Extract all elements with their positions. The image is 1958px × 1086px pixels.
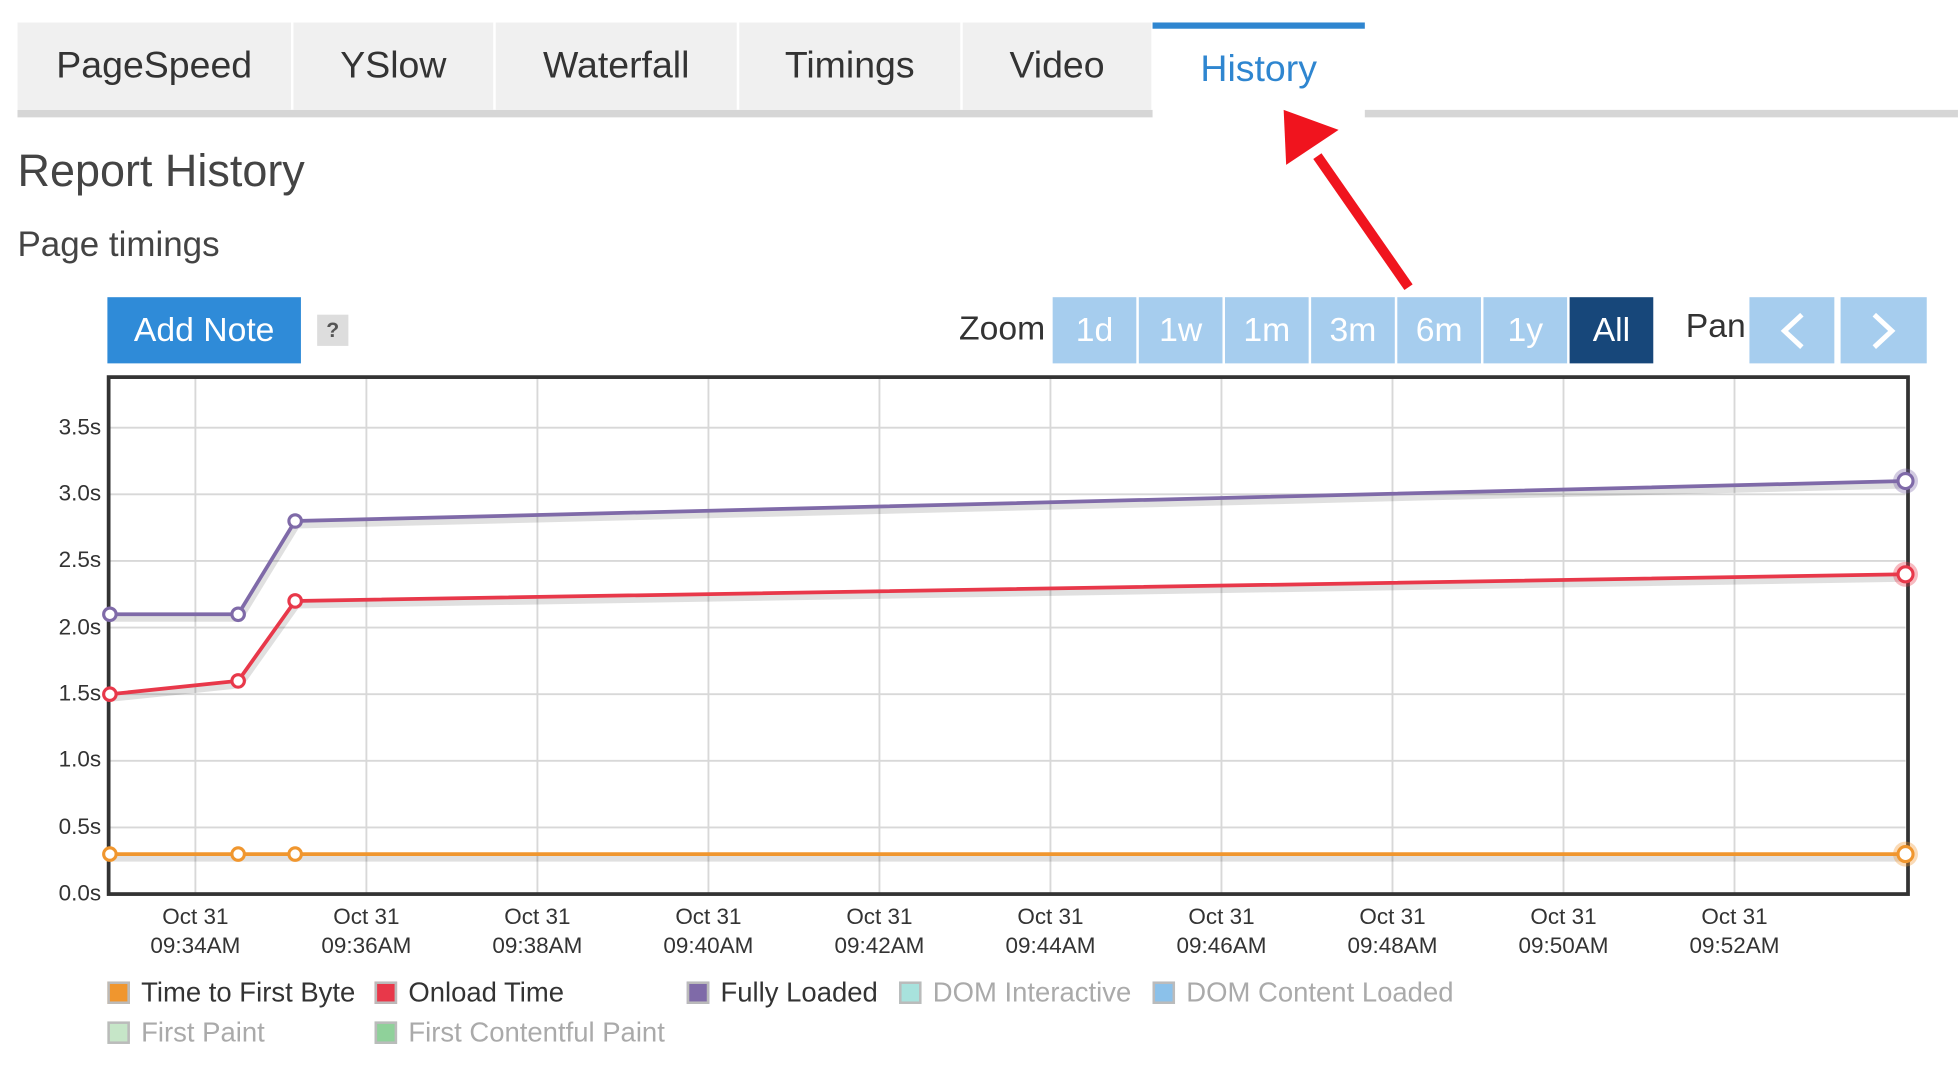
data-point <box>287 593 303 609</box>
legend-item[interactable]: First Contentful Paint <box>374 1016 665 1048</box>
zoom-button[interactable]: 3m <box>1311 297 1395 364</box>
series-shadow <box>111 481 1907 622</box>
zoom-button[interactable]: All <box>1569 297 1654 364</box>
zoom-button[interactable]: 1m <box>1224 297 1309 364</box>
y-tick-label: 0.0s <box>58 880 102 906</box>
y-tick-label: 0.5s <box>58 813 102 839</box>
series-line <box>109 479 1906 617</box>
legend-label: Time to First Byte <box>141 976 356 1008</box>
x-tick-label: Oct 31 09:44AM <box>1005 904 1096 958</box>
tab[interactable]: Waterfall <box>495 22 737 110</box>
x-tick-label: Oct 31 09:36AM <box>321 904 412 958</box>
zoom-label: Zoom <box>959 309 1046 348</box>
zoom-button[interactable]: 6m <box>1397 297 1481 364</box>
series-shadow <box>110 574 1907 702</box>
legend-item[interactable]: First Paint <box>107 1016 265 1048</box>
legend-label: Fully Loaded <box>720 976 878 1008</box>
y-tick-label: 1.0s <box>58 747 102 773</box>
tab[interactable]: Video <box>962 22 1152 110</box>
pan-left-button[interactable] <box>1749 297 1835 364</box>
data-point <box>1896 565 1915 584</box>
legend-label: First Contentful Paint <box>408 1016 665 1048</box>
help-button[interactable]: ? <box>317 314 349 346</box>
legend-swatch <box>899 981 922 1004</box>
x-tick-label: Oct 31 09:38AM <box>492 904 583 958</box>
y-tick-label: 2.5s <box>58 547 102 573</box>
data-point <box>1896 471 1915 491</box>
data-point <box>230 846 246 862</box>
zoom-button[interactable]: 1y <box>1483 297 1568 364</box>
y-tick-label: 3.0s <box>58 480 102 506</box>
data-point <box>287 846 303 862</box>
legend-label: DOM Content Loaded <box>1186 976 1454 1008</box>
pan-right-icon <box>1872 312 1896 349</box>
data-point <box>230 673 246 689</box>
legend-item[interactable]: Time to First Byte <box>107 976 355 1008</box>
tab-bar-line <box>1364 109 1958 118</box>
legend-item[interactable]: DOM Interactive <box>899 976 1131 1008</box>
legend-label: First Paint <box>141 1016 265 1048</box>
zoom-button[interactable]: 1w <box>1138 297 1223 364</box>
pan-label: Pan <box>1685 307 1746 345</box>
data-point <box>102 606 118 623</box>
add-note-button[interactable]: Add Note <box>107 297 301 364</box>
tab[interactable]: PageSpeed <box>17 22 291 110</box>
data-point <box>102 846 118 862</box>
y-tick-label: 2.0s <box>58 613 102 639</box>
x-tick-label: Oct 31 09:50AM <box>1518 904 1609 958</box>
pan-left-icon <box>1780 312 1804 349</box>
legend-swatch <box>374 1021 398 1044</box>
page-title: Report History <box>17 144 305 197</box>
pan-right-button[interactable] <box>1840 297 1927 364</box>
legend-swatch <box>1152 981 1176 1004</box>
legend-item[interactable]: DOM Content Loaded <box>1152 976 1454 1008</box>
data-point <box>230 606 246 623</box>
legend-swatch <box>686 981 710 1004</box>
plot-border <box>106 375 1910 896</box>
y-tick-label: 3.5s <box>58 413 102 439</box>
legend-swatch <box>107 1021 130 1044</box>
tab[interactable]: History <box>1152 22 1365 110</box>
legend-item[interactable]: Onload Time <box>374 976 565 1008</box>
x-tick-label: Oct 31 09:40AM <box>663 904 754 958</box>
legend-label: Onload Time <box>408 976 565 1008</box>
tab-bar-line <box>17 109 1153 118</box>
data-point <box>102 686 118 703</box>
data-point <box>287 513 303 529</box>
legend-label: DOM Interactive <box>932 976 1132 1008</box>
legend-swatch <box>374 981 398 1004</box>
x-tick-label: Oct 31 09:46AM <box>1176 904 1267 958</box>
tab[interactable]: YSlow <box>293 22 494 110</box>
plot-area <box>109 377 1906 895</box>
x-tick-label: Oct 31 09:48AM <box>1347 904 1438 958</box>
x-tick-label: Oct 31 09:34AM <box>150 904 241 958</box>
y-tick-label: 1.5s <box>58 680 102 706</box>
section-title: Page timings <box>17 224 220 264</box>
legend-item[interactable]: Fully Loaded <box>686 976 878 1008</box>
x-tick-label: Oct 31 09:42AM <box>834 904 925 958</box>
zoom-button[interactable]: 1d <box>1052 297 1137 364</box>
legend-swatch <box>107 981 130 1004</box>
series-line <box>109 572 1906 697</box>
x-tick-label: Oct 31 09:52AM <box>1689 904 1780 958</box>
data-point <box>1896 845 1915 864</box>
tab[interactable]: Timings <box>739 22 961 110</box>
